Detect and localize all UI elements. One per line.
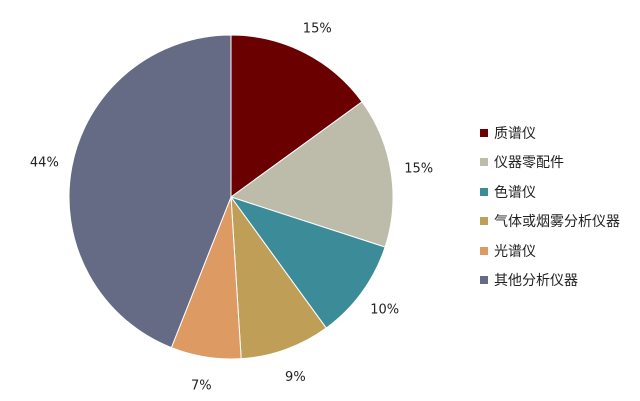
legend-label: 其他分析仪器 [494, 273, 578, 290]
pie-slice [68, 34, 232, 349]
data-label: 7% [191, 379, 212, 394]
pie-slice [230, 34, 363, 198]
legend-swatch [480, 187, 488, 196]
legend: 质谱仪仪器零配件色谱仪气体或烟雾分析仪器 光谱仪其他分析仪器 [480, 118, 620, 295]
legend-item: 质谱仪 [480, 118, 620, 148]
data-label: 15% [303, 22, 332, 37]
legend-item: 光谱仪 [480, 236, 620, 266]
pie-slice [229, 101, 394, 248]
legend-swatch [480, 128, 488, 137]
legend-label: 质谱仪 [494, 125, 536, 142]
legend-swatch [480, 276, 488, 285]
legend-item: 气体或烟雾分析仪器 [480, 207, 620, 237]
legend-label: 仪器零配件 [494, 155, 564, 172]
data-label: 44% [30, 155, 59, 170]
legend-swatch [480, 158, 488, 167]
legend-item: 色谱仪 [480, 177, 620, 207]
data-label: 15% [404, 161, 433, 176]
legend-swatch [480, 246, 488, 255]
legend-label: 气体或烟雾分析仪器 [494, 214, 620, 231]
pie-slice [230, 195, 327, 360]
legend-item: 其他分析仪器 [480, 266, 620, 296]
legend-item: 仪器零配件 [480, 148, 620, 178]
data-label: 10% [370, 303, 399, 318]
pie-slice [229, 196, 386, 329]
legend-label: 光谱仪 [494, 243, 536, 260]
legend-label: 色谱仪 [494, 184, 536, 201]
legend-swatch [480, 217, 488, 226]
data-label: 9% [285, 370, 306, 385]
